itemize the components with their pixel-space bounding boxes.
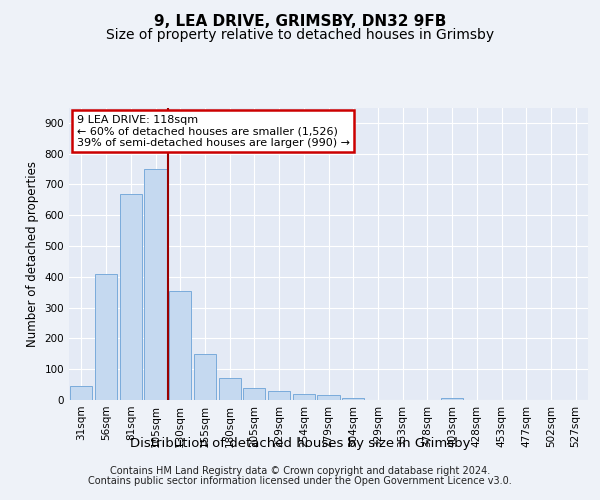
Bar xyxy=(317,396,340,400)
Bar xyxy=(218,378,241,400)
Text: 9 LEA DRIVE: 118sqm
← 60% of detached houses are smaller (1,526)
39% of semi-det: 9 LEA DRIVE: 118sqm ← 60% of detached ho… xyxy=(77,115,350,148)
Bar xyxy=(169,290,191,400)
Bar xyxy=(243,388,265,400)
Text: Contains HM Land Registry data © Crown copyright and database right 2024.: Contains HM Land Registry data © Crown c… xyxy=(110,466,490,476)
Bar xyxy=(194,354,216,400)
Bar xyxy=(441,398,463,400)
Text: Distribution of detached houses by size in Grimsby: Distribution of detached houses by size … xyxy=(130,438,470,450)
Bar xyxy=(293,394,315,400)
Bar xyxy=(145,169,167,400)
Text: Contains public sector information licensed under the Open Government Licence v3: Contains public sector information licen… xyxy=(88,476,512,486)
Bar xyxy=(342,398,364,400)
Bar xyxy=(268,391,290,400)
Text: Size of property relative to detached houses in Grimsby: Size of property relative to detached ho… xyxy=(106,28,494,42)
Y-axis label: Number of detached properties: Number of detached properties xyxy=(26,161,39,347)
Bar xyxy=(70,386,92,400)
Bar xyxy=(119,194,142,400)
Bar xyxy=(95,274,117,400)
Text: 9, LEA DRIVE, GRIMSBY, DN32 9FB: 9, LEA DRIVE, GRIMSBY, DN32 9FB xyxy=(154,14,446,29)
